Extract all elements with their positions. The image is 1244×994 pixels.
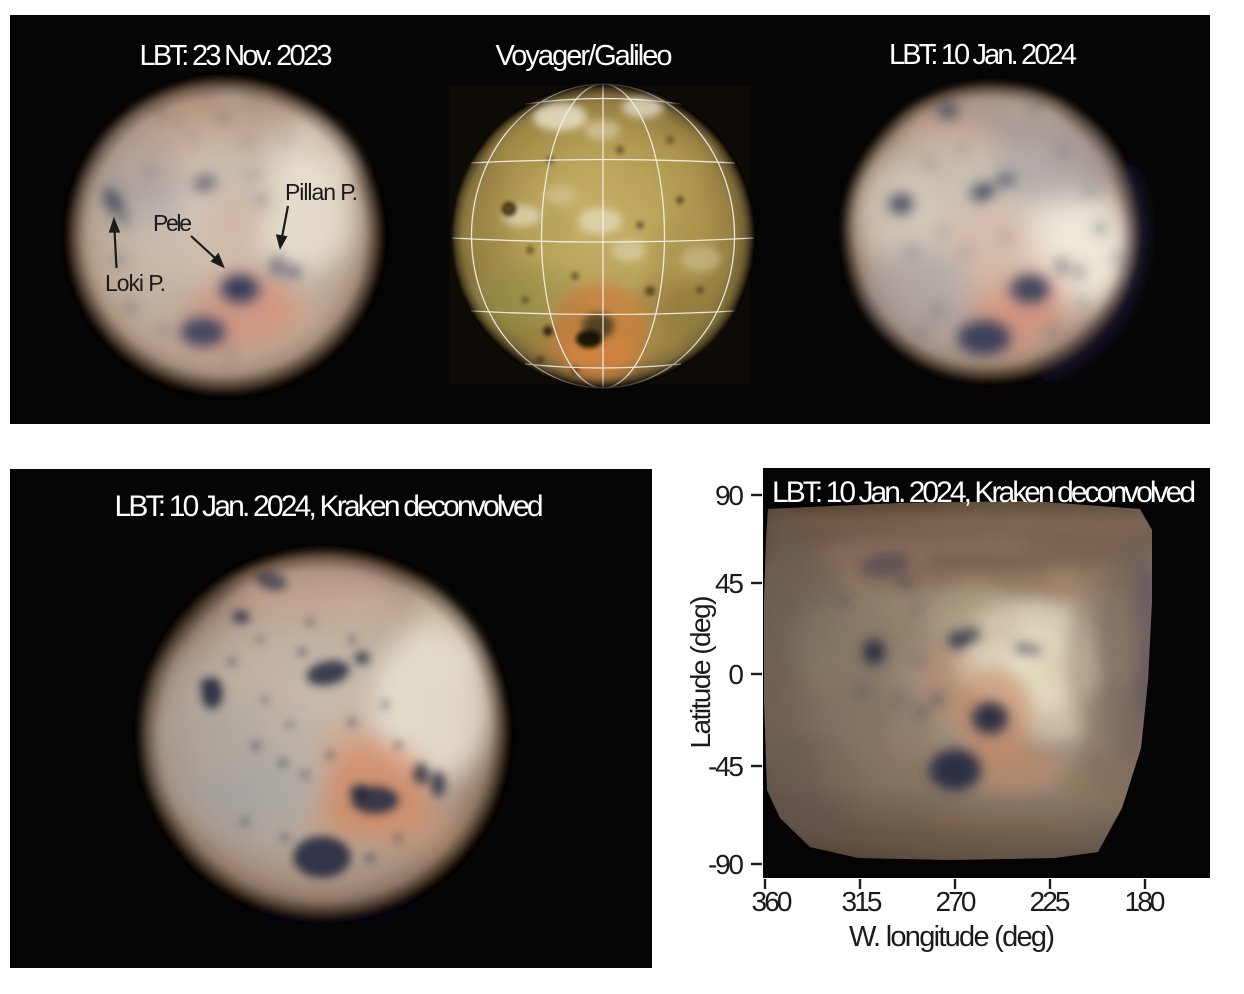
svg-text:315: 315 bbox=[842, 886, 883, 917]
svg-text:0: 0 bbox=[728, 659, 744, 690]
svg-text:90: 90 bbox=[715, 480, 744, 511]
svg-text:LBT: 10 Jan. 2024, Kraken deco: LBT: 10 Jan. 2024, Kraken deconvolved bbox=[772, 476, 1196, 509]
svg-text:-90: -90 bbox=[708, 849, 744, 880]
svg-text:Pillan P.: Pillan P. bbox=[285, 179, 358, 205]
svg-text:225: 225 bbox=[1030, 886, 1071, 917]
svg-text:Pele: Pele bbox=[153, 210, 192, 236]
svg-text:-45: -45 bbox=[708, 751, 744, 782]
svg-text:360: 360 bbox=[752, 886, 793, 917]
svg-text:45: 45 bbox=[715, 568, 744, 599]
svg-text:Loki P.: Loki P. bbox=[105, 270, 166, 296]
svg-text:LBT: 10 Jan. 2024: LBT: 10 Jan. 2024 bbox=[889, 39, 1077, 71]
svg-text:LBT: 10 Jan. 2024, Kraken deco: LBT: 10 Jan. 2024, Kraken deconvolved bbox=[115, 490, 544, 523]
svg-text:W. longitude (deg): W. longitude (deg) bbox=[849, 921, 1055, 953]
svg-text:270: 270 bbox=[936, 886, 977, 917]
svg-text:Voyager/Galileo: Voyager/Galileo bbox=[496, 40, 673, 72]
svg-text:Latitude (deg): Latitude (deg) bbox=[685, 596, 716, 749]
svg-text:LBT: 23 Nov. 2023: LBT: 23 Nov. 2023 bbox=[140, 40, 333, 72]
svg-text:180: 180 bbox=[1125, 886, 1166, 917]
